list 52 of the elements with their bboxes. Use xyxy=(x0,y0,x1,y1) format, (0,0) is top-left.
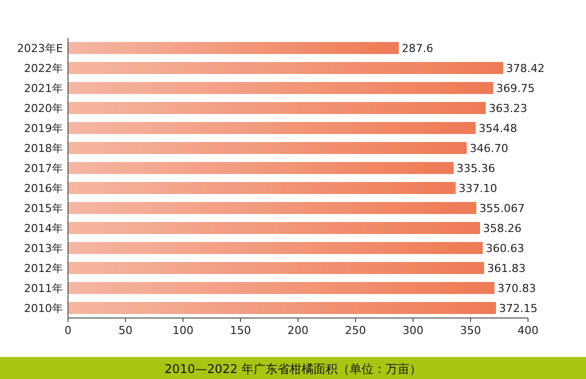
x-tick-label: 100 xyxy=(172,324,194,337)
bar xyxy=(68,282,494,294)
y-tick-label: 2018年 xyxy=(24,142,63,155)
data-label: 363.23 xyxy=(488,102,528,115)
y-tick-label: 2014年 xyxy=(24,222,63,235)
x-tick-label: 200 xyxy=(288,324,308,337)
data-label: 361.83 xyxy=(487,262,526,275)
data-label: 360.63 xyxy=(486,242,524,255)
x-tick-label: 350 xyxy=(460,324,481,337)
x-tick-label: 150 xyxy=(230,324,251,337)
data-label: 354.48 xyxy=(478,122,518,135)
data-label: 378.42 xyxy=(506,62,545,75)
data-label: 335.36 xyxy=(456,162,496,175)
data-label: 372.15 xyxy=(498,302,538,315)
bar xyxy=(68,242,483,254)
y-tick-label: 2023年E xyxy=(17,42,64,55)
bar xyxy=(68,122,476,134)
bar xyxy=(68,262,484,274)
y-tick-label: 2020年 xyxy=(24,102,63,115)
x-tick-label: 50 xyxy=(118,324,132,337)
x-tick-label: 0 xyxy=(64,324,72,337)
data-label: 287.6 xyxy=(402,42,434,55)
data-label: 346.70 xyxy=(470,142,508,155)
data-label: 337.10 xyxy=(458,182,498,195)
y-tick-label: 2021年 xyxy=(24,82,63,95)
bar xyxy=(68,62,504,74)
y-tick-label: 2017年 xyxy=(24,162,63,175)
bar xyxy=(68,182,456,194)
text: 2010—2022 年广东省柑橘面积（单位：万亩） xyxy=(164,362,422,376)
bar xyxy=(68,202,476,214)
y-tick-label: 2010年 xyxy=(24,302,63,315)
x-tick-label: 250 xyxy=(345,324,366,337)
y-tick-label: 2013年 xyxy=(24,242,63,255)
bar xyxy=(68,142,467,154)
bar xyxy=(68,162,454,174)
y-tick-label: 2012年 xyxy=(24,262,63,275)
data-label: 358.26 xyxy=(483,222,522,235)
bar xyxy=(68,102,486,114)
bar xyxy=(68,42,399,54)
data-label: 355.067 xyxy=(479,202,525,215)
x-tick-label: 300 xyxy=(402,324,424,337)
x-tick-label: 400 xyxy=(518,324,538,337)
y-tick-label: 2022年 xyxy=(24,62,63,75)
y-tick-label: 2019年 xyxy=(24,122,63,135)
y-tick-label: 2015年 xyxy=(24,202,63,215)
bar xyxy=(68,302,496,314)
bar xyxy=(68,222,480,234)
bar xyxy=(68,82,494,94)
data-label: 370.83 xyxy=(497,282,536,295)
data-label: 369.75 xyxy=(496,82,535,95)
y-tick-label: 2016年 xyxy=(24,182,63,195)
y-tick-label: 2011年 xyxy=(24,282,63,295)
